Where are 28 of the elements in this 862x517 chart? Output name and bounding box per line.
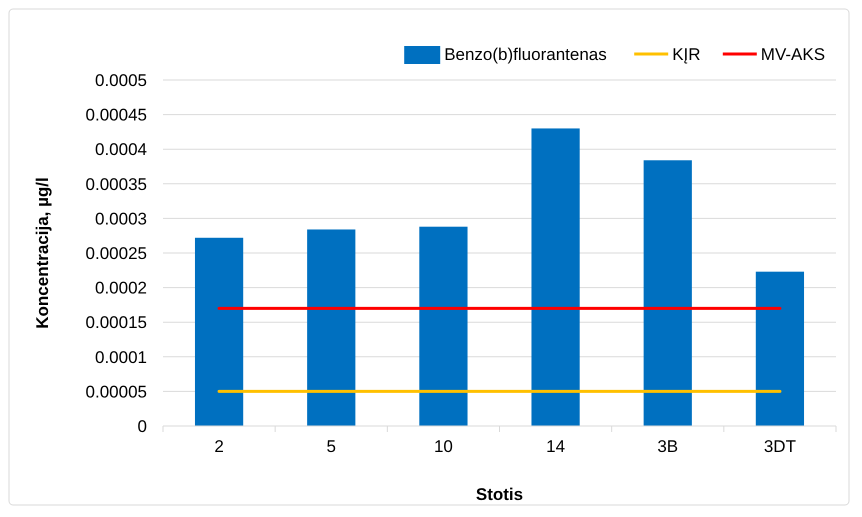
- bar: [531, 128, 580, 426]
- legend-label: Benzo(b)fluorantenas: [444, 44, 607, 64]
- x-tick-label: 3B: [657, 437, 678, 456]
- y-tick-label: 0.00015: [86, 313, 147, 332]
- y-tick-label: 0.00005: [86, 382, 147, 402]
- x-axis-title: Stotis: [476, 485, 524, 504]
- x-tick-label: 10: [434, 437, 453, 456]
- bar: [756, 272, 804, 426]
- x-tick-label: 5: [326, 437, 336, 456]
- legend-label: KĮR: [672, 44, 701, 64]
- y-tick-label: 0.0001: [95, 348, 147, 367]
- bar: [419, 226, 468, 426]
- legend-label: MV-AKS: [760, 44, 826, 64]
- y-tick-label: 0.00045: [86, 106, 147, 125]
- y-tick-label: 0.0005: [95, 70, 147, 90]
- x-tick-label: 3DT: [764, 437, 796, 456]
- bar: [307, 229, 356, 426]
- y-axis-title: Koncentracija, µg/l: [33, 177, 52, 329]
- bar: [194, 238, 244, 426]
- y-tick-label: 0.00025: [86, 244, 147, 263]
- y-tick-label: 0.00035: [86, 174, 147, 194]
- x-tick-label: 2: [214, 437, 224, 456]
- bar: [644, 160, 692, 426]
- y-tick-label: 0.0003: [95, 209, 147, 228]
- y-tick-label: 0.0002: [95, 278, 147, 298]
- y-tick-label: 0.0004: [95, 140, 147, 160]
- x-tick-label: 14: [546, 437, 566, 456]
- y-tick-label: 0: [138, 416, 147, 436]
